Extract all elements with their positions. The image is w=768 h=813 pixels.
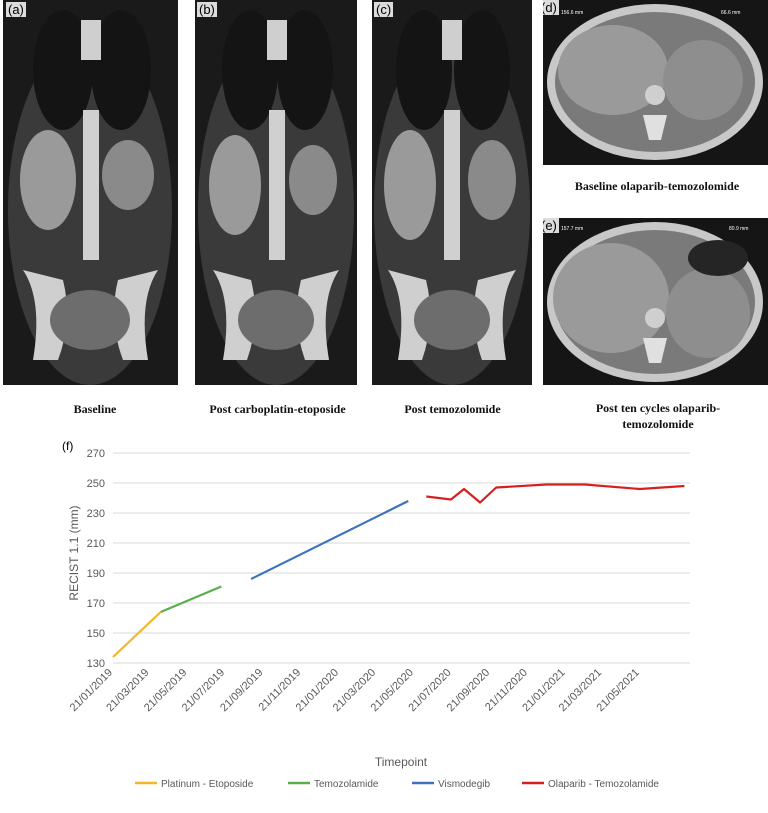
y-tick-label: 250 (87, 478, 105, 490)
series-line-2 (160, 585, 222, 614)
measure-label-e-right: 80.9 mm (729, 226, 749, 232)
recist-line-chart: (f) 130 150 170 190 210 230 250 270 21/01/20192… (62, 439, 690, 790)
series-line-3 (250, 500, 409, 580)
ct-coronal-image-b (195, 0, 357, 385)
series-line-4 (426, 483, 685, 504)
caption-e: Post ten cycles olaparib-temozolomide (595, 401, 721, 431)
series-line-1 (112, 611, 162, 658)
chart-gridlines (113, 452, 690, 664)
panel-label-f: (f) (62, 439, 73, 453)
y-tick-label: 150 (87, 628, 105, 640)
panel-label-a: (a) (6, 2, 26, 17)
chart-series (112, 483, 685, 658)
y-tick-label: 190 (87, 568, 105, 580)
ct-panel-e: (e) 157.7 mm 80.9 mm (543, 218, 768, 385)
y-tick-label: 230 (87, 508, 105, 520)
panel-label-e: (e) (543, 218, 559, 233)
ct-panel-a: (a) (3, 0, 178, 385)
panel-label-d: (d) (543, 0, 559, 15)
measure-label-d-left: 156.6 mm (561, 10, 584, 16)
y-tick-label: 270 (87, 448, 105, 460)
caption-d: Baseline olaparib-temozolomide (574, 179, 740, 193)
caption-a: Baseline (73, 402, 117, 416)
measure-label-d-right: 66.6 mm (721, 10, 741, 16)
legend-label-1: Platinum - Etoposide (161, 779, 254, 790)
x-axis-title: Timepoint (375, 755, 428, 769)
x-axis-ticks: 21/01/201921/03/201921/05/201921/07/2019… (68, 667, 642, 714)
ct-coronal-image-a (3, 0, 178, 385)
panel-label-c: (c) (374, 2, 394, 17)
legend-label-4: Olaparib - Temozolamide (548, 779, 659, 790)
panel-label-b: (b) (197, 2, 217, 17)
y-axis-ticks: 130 150 170 190 210 230 250 270 (87, 448, 105, 670)
y-tick-label: 170 (87, 598, 105, 610)
chart-legend: Platinum - Etoposide Temozolamide Vismodeg… (135, 779, 659, 790)
measure-label-e-left: 157.7 mm (561, 226, 584, 232)
y-tick-label: 130 (87, 658, 105, 670)
ct-panel-d: (d) 156.6 mm 66.6 mm (543, 0, 768, 165)
ct-coronal-image-c (372, 0, 532, 385)
legend-label-2: Temozolamide (314, 779, 379, 790)
ct-axial-image-e (543, 218, 768, 385)
legend-label-3: Vismodegib (438, 779, 491, 790)
ct-panel-c: (c) (372, 0, 532, 385)
caption-c: Post temozolomide (404, 402, 501, 416)
caption-b: Post carboplatin-etoposide (209, 402, 346, 416)
ct-axial-image-d (543, 0, 768, 165)
y-tick-label: 210 (87, 538, 105, 550)
ct-panel-b: (b) (195, 0, 357, 385)
y-axis-title: RECIST 1.1 (mm) (67, 505, 81, 600)
